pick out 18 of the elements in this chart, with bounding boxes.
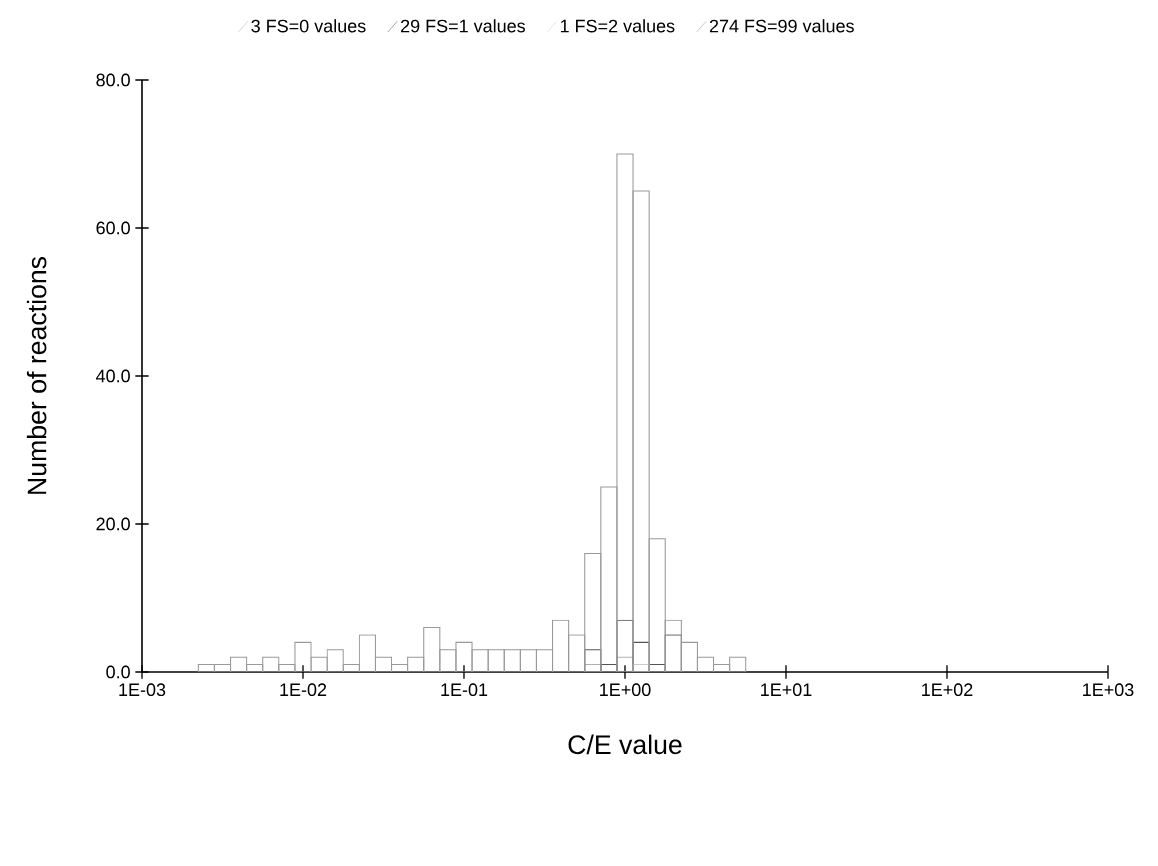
y-tick-label: 20.0 [96,517,130,531]
y-tick-label: 0.0 [106,665,130,679]
y-tick-label: 40.0 [96,369,130,383]
legend-label: 1 FS=2 values [560,19,675,33]
x-tick-label: 1E+01 [761,683,812,697]
x-tick-label: 1E-02 [280,683,327,697]
y-tick-label: 60.0 [96,221,130,235]
legend-label: 3 FS=0 values [251,19,366,33]
x-tick-label: 1E-01 [441,683,488,697]
y-axis-title: Number of reactions [26,256,47,494]
x-tick-label: 1E+00 [600,683,651,697]
x-tick-label: 1E+03 [1083,683,1134,697]
legend-label: 274 FS=99 values [709,19,854,33]
x-tick-label: 1E-03 [119,683,166,697]
x-tick-label: 1E+02 [922,683,973,697]
legend-label: 29 FS=1 values [401,19,526,33]
y-tick-label: 80.0 [96,73,130,87]
x-axis-title: C/E value [568,734,682,755]
